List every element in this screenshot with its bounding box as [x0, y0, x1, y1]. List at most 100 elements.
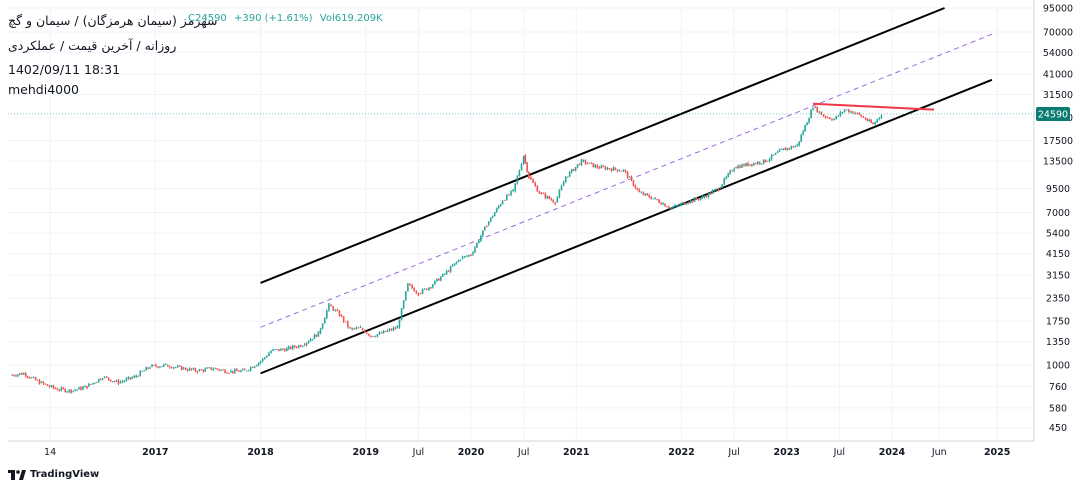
- candle-body: [361, 328, 364, 330]
- candle-body: [261, 358, 264, 362]
- candle-body: [839, 112, 842, 116]
- candle-body: [620, 170, 623, 172]
- time-axis[interactable]: 14 2017 2018 2019 Jul 2020 Jul 2021 2022 Jul 2023 J…: [44, 447, 1010, 458]
- candle-body: [526, 162, 528, 172]
- candle-body: [257, 362, 260, 366]
- candle-body: [46, 384, 49, 386]
- candle-body: [291, 345, 294, 349]
- candle-body: [378, 332, 381, 335]
- candle-body: [370, 335, 372, 337]
- candle-body: [860, 114, 863, 117]
- candle-body: [342, 316, 345, 322]
- candle-body: [676, 205, 678, 207]
- candle-body: [398, 320, 401, 328]
- candle-body: [125, 378, 128, 381]
- candle-body: [390, 329, 393, 331]
- candle-body: [495, 208, 498, 213]
- candle-body: [48, 385, 51, 387]
- candle-body: [216, 368, 218, 370]
- candle-body: [58, 390, 61, 391]
- candle-body: [812, 108, 814, 111]
- tradingview-logo[interactable]: TradingView: [8, 469, 99, 480]
- candle-body: [554, 202, 556, 204]
- candle-body: [636, 188, 639, 190]
- candle-body: [590, 162, 593, 164]
- candle-body: [407, 283, 409, 292]
- time-tick-label: Jun: [931, 447, 947, 458]
- candle-body: [68, 389, 70, 392]
- candle-body: [538, 191, 541, 194]
- candle-body: [770, 155, 773, 160]
- candle-body: [804, 125, 806, 132]
- candle-body: [850, 111, 852, 113]
- candle-body: [845, 109, 848, 111]
- candle-body: [727, 173, 729, 177]
- candle-body: [731, 170, 733, 172]
- candle-body: [311, 338, 314, 340]
- candle-body: [874, 122, 876, 125]
- candle-body: [760, 163, 763, 165]
- candle-body: [270, 350, 272, 354]
- candle-body: [459, 259, 462, 261]
- candle-body: [566, 176, 569, 178]
- candle-body: [196, 371, 199, 373]
- candle-body: [382, 330, 385, 334]
- candle-body: [226, 372, 228, 374]
- candle-body: [528, 171, 530, 179]
- candle-body: [238, 370, 240, 372]
- candle-body: [858, 112, 861, 115]
- candle-body: [818, 111, 821, 113]
- candle-body: [139, 371, 141, 377]
- price-tick-label: 9500: [1046, 184, 1070, 195]
- candle-body: [578, 164, 581, 166]
- candle-body: [107, 377, 110, 380]
- candle-body: [295, 347, 298, 348]
- candle-body: [530, 177, 532, 180]
- candle-body: [784, 148, 787, 151]
- candle-body: [127, 377, 130, 379]
- candle-body: [826, 117, 829, 119]
- candle-body: [147, 367, 149, 369]
- candle-body: [678, 205, 680, 207]
- price-axis[interactable]: 9500070000540004100031500235001750013500…: [1043, 4, 1073, 435]
- candle-body: [870, 119, 872, 123]
- candle-body: [570, 169, 573, 173]
- candle-body: [512, 189, 514, 192]
- candle-body: [301, 346, 304, 347]
- candle-body: [263, 357, 266, 359]
- candle-body: [119, 381, 122, 383]
- candle-body: [624, 170, 627, 172]
- candle-body: [497, 206, 500, 209]
- candle-body: [236, 369, 238, 371]
- candle-body: [626, 171, 629, 178]
- candle-body: [297, 345, 300, 348]
- candle-body: [293, 345, 296, 348]
- candle-body: [284, 349, 286, 352]
- candle-body: [634, 185, 637, 189]
- candle-body: [586, 163, 589, 165]
- candle-body: [630, 176, 633, 181]
- candle-body: [64, 388, 67, 392]
- candle-body: [245, 370, 248, 372]
- candle-body: [670, 208, 672, 209]
- candle-body: [713, 189, 716, 191]
- candle-body: [278, 349, 280, 351]
- candle-body: [501, 201, 504, 205]
- candle-body: [480, 235, 482, 241]
- candle-body: [328, 303, 330, 311]
- candle-body: [568, 172, 571, 177]
- candle-body: [155, 365, 157, 367]
- candle-body: [17, 374, 19, 377]
- candle-body: [632, 180, 635, 186]
- candle-body: [313, 334, 316, 339]
- candle-body: [182, 367, 185, 369]
- candle-body: [423, 288, 426, 290]
- channel-midline: [260, 33, 993, 328]
- candle-body: [618, 170, 621, 172]
- candle-body: [303, 344, 306, 346]
- candle-body: [772, 154, 775, 156]
- candle-body: [820, 111, 823, 115]
- candle-body: [715, 188, 718, 190]
- price-tick-label: 1000: [1046, 361, 1070, 372]
